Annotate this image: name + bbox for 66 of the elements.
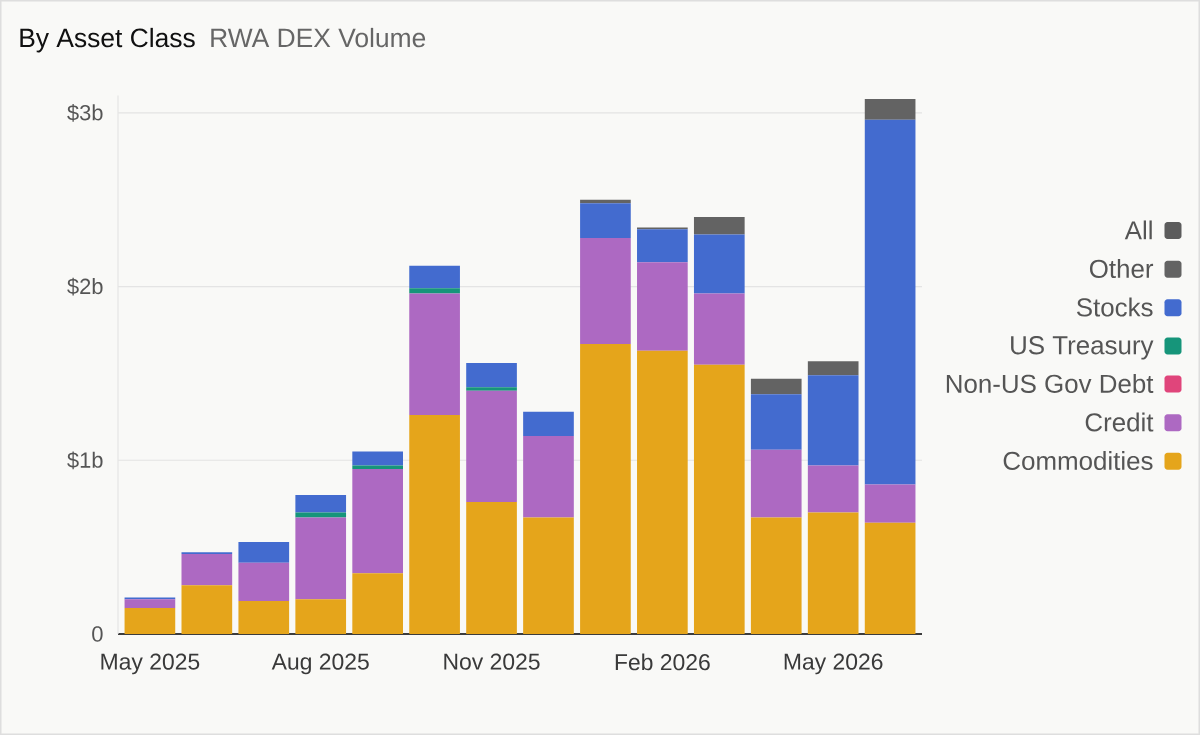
bar — [124, 599, 176, 608]
bar — [864, 98, 916, 120]
bar — [693, 217, 745, 235]
bar — [352, 573, 403, 634]
bar — [637, 229, 688, 263]
bar — [637, 262, 688, 351]
bar — [693, 293, 745, 365]
bar — [466, 390, 517, 502]
bar — [466, 501, 517, 634]
bar — [807, 465, 859, 513]
x-tick-label: Nov 2025 — [444, 653, 540, 670]
bar — [352, 451, 403, 466]
bar — [750, 517, 802, 634]
bar — [523, 435, 574, 518]
bar — [580, 203, 631, 238]
bar — [750, 378, 802, 395]
bar — [295, 512, 347, 518]
bar — [523, 411, 574, 436]
bar — [181, 554, 233, 586]
bar — [693, 364, 745, 634]
legend-label: Commodities — [1003, 451, 1153, 471]
legend-label: Non-US Gov Debt — [946, 373, 1154, 393]
bar — [750, 394, 802, 450]
bar — [295, 495, 347, 513]
bar — [181, 585, 233, 634]
x-tick-label: Aug 2025 — [271, 653, 369, 675]
bar — [409, 415, 460, 634]
legend-label: All — [1124, 220, 1152, 240]
bar — [352, 465, 403, 469]
bar — [409, 293, 460, 416]
bar — [693, 234, 745, 294]
legend-label: US Treasury — [1011, 336, 1154, 360]
legend-label: Stocks — [1076, 297, 1153, 317]
chart-title: By Asset Class — [20, 27, 195, 53]
bar — [466, 363, 517, 388]
bar — [864, 484, 916, 523]
bar — [295, 599, 347, 634]
bar — [409, 288, 460, 294]
bar — [864, 522, 916, 634]
bar — [238, 541, 290, 563]
bar — [580, 237, 631, 344]
x-tick-label: May 2026 — [784, 653, 883, 675]
bar — [295, 517, 347, 600]
bar — [864, 119, 916, 485]
x-tick-label: Feb 2026 — [615, 653, 710, 671]
bar — [238, 562, 290, 601]
bar — [807, 361, 859, 376]
y-tick-label: $1b — [67, 451, 103, 470]
bar — [466, 387, 517, 391]
legend-label: Credit — [1085, 412, 1154, 432]
bar — [750, 449, 802, 518]
bar — [352, 468, 403, 574]
bar — [807, 375, 859, 466]
bar — [409, 265, 460, 289]
y-tick-label: $2b — [67, 277, 103, 296]
x-tick-label: May 2025 — [101, 653, 200, 675]
bar — [637, 350, 688, 634]
chart-subtitle: RWA DEX Volume — [211, 27, 426, 48]
bar — [523, 517, 574, 634]
y-tick-label: $3b — [67, 103, 103, 122]
y-tick-label: 0 — [92, 626, 103, 642]
bar — [238, 600, 290, 634]
bar — [124, 607, 176, 634]
legend-label: Other — [1089, 259, 1154, 279]
bar — [807, 512, 859, 634]
bar — [580, 343, 631, 634]
